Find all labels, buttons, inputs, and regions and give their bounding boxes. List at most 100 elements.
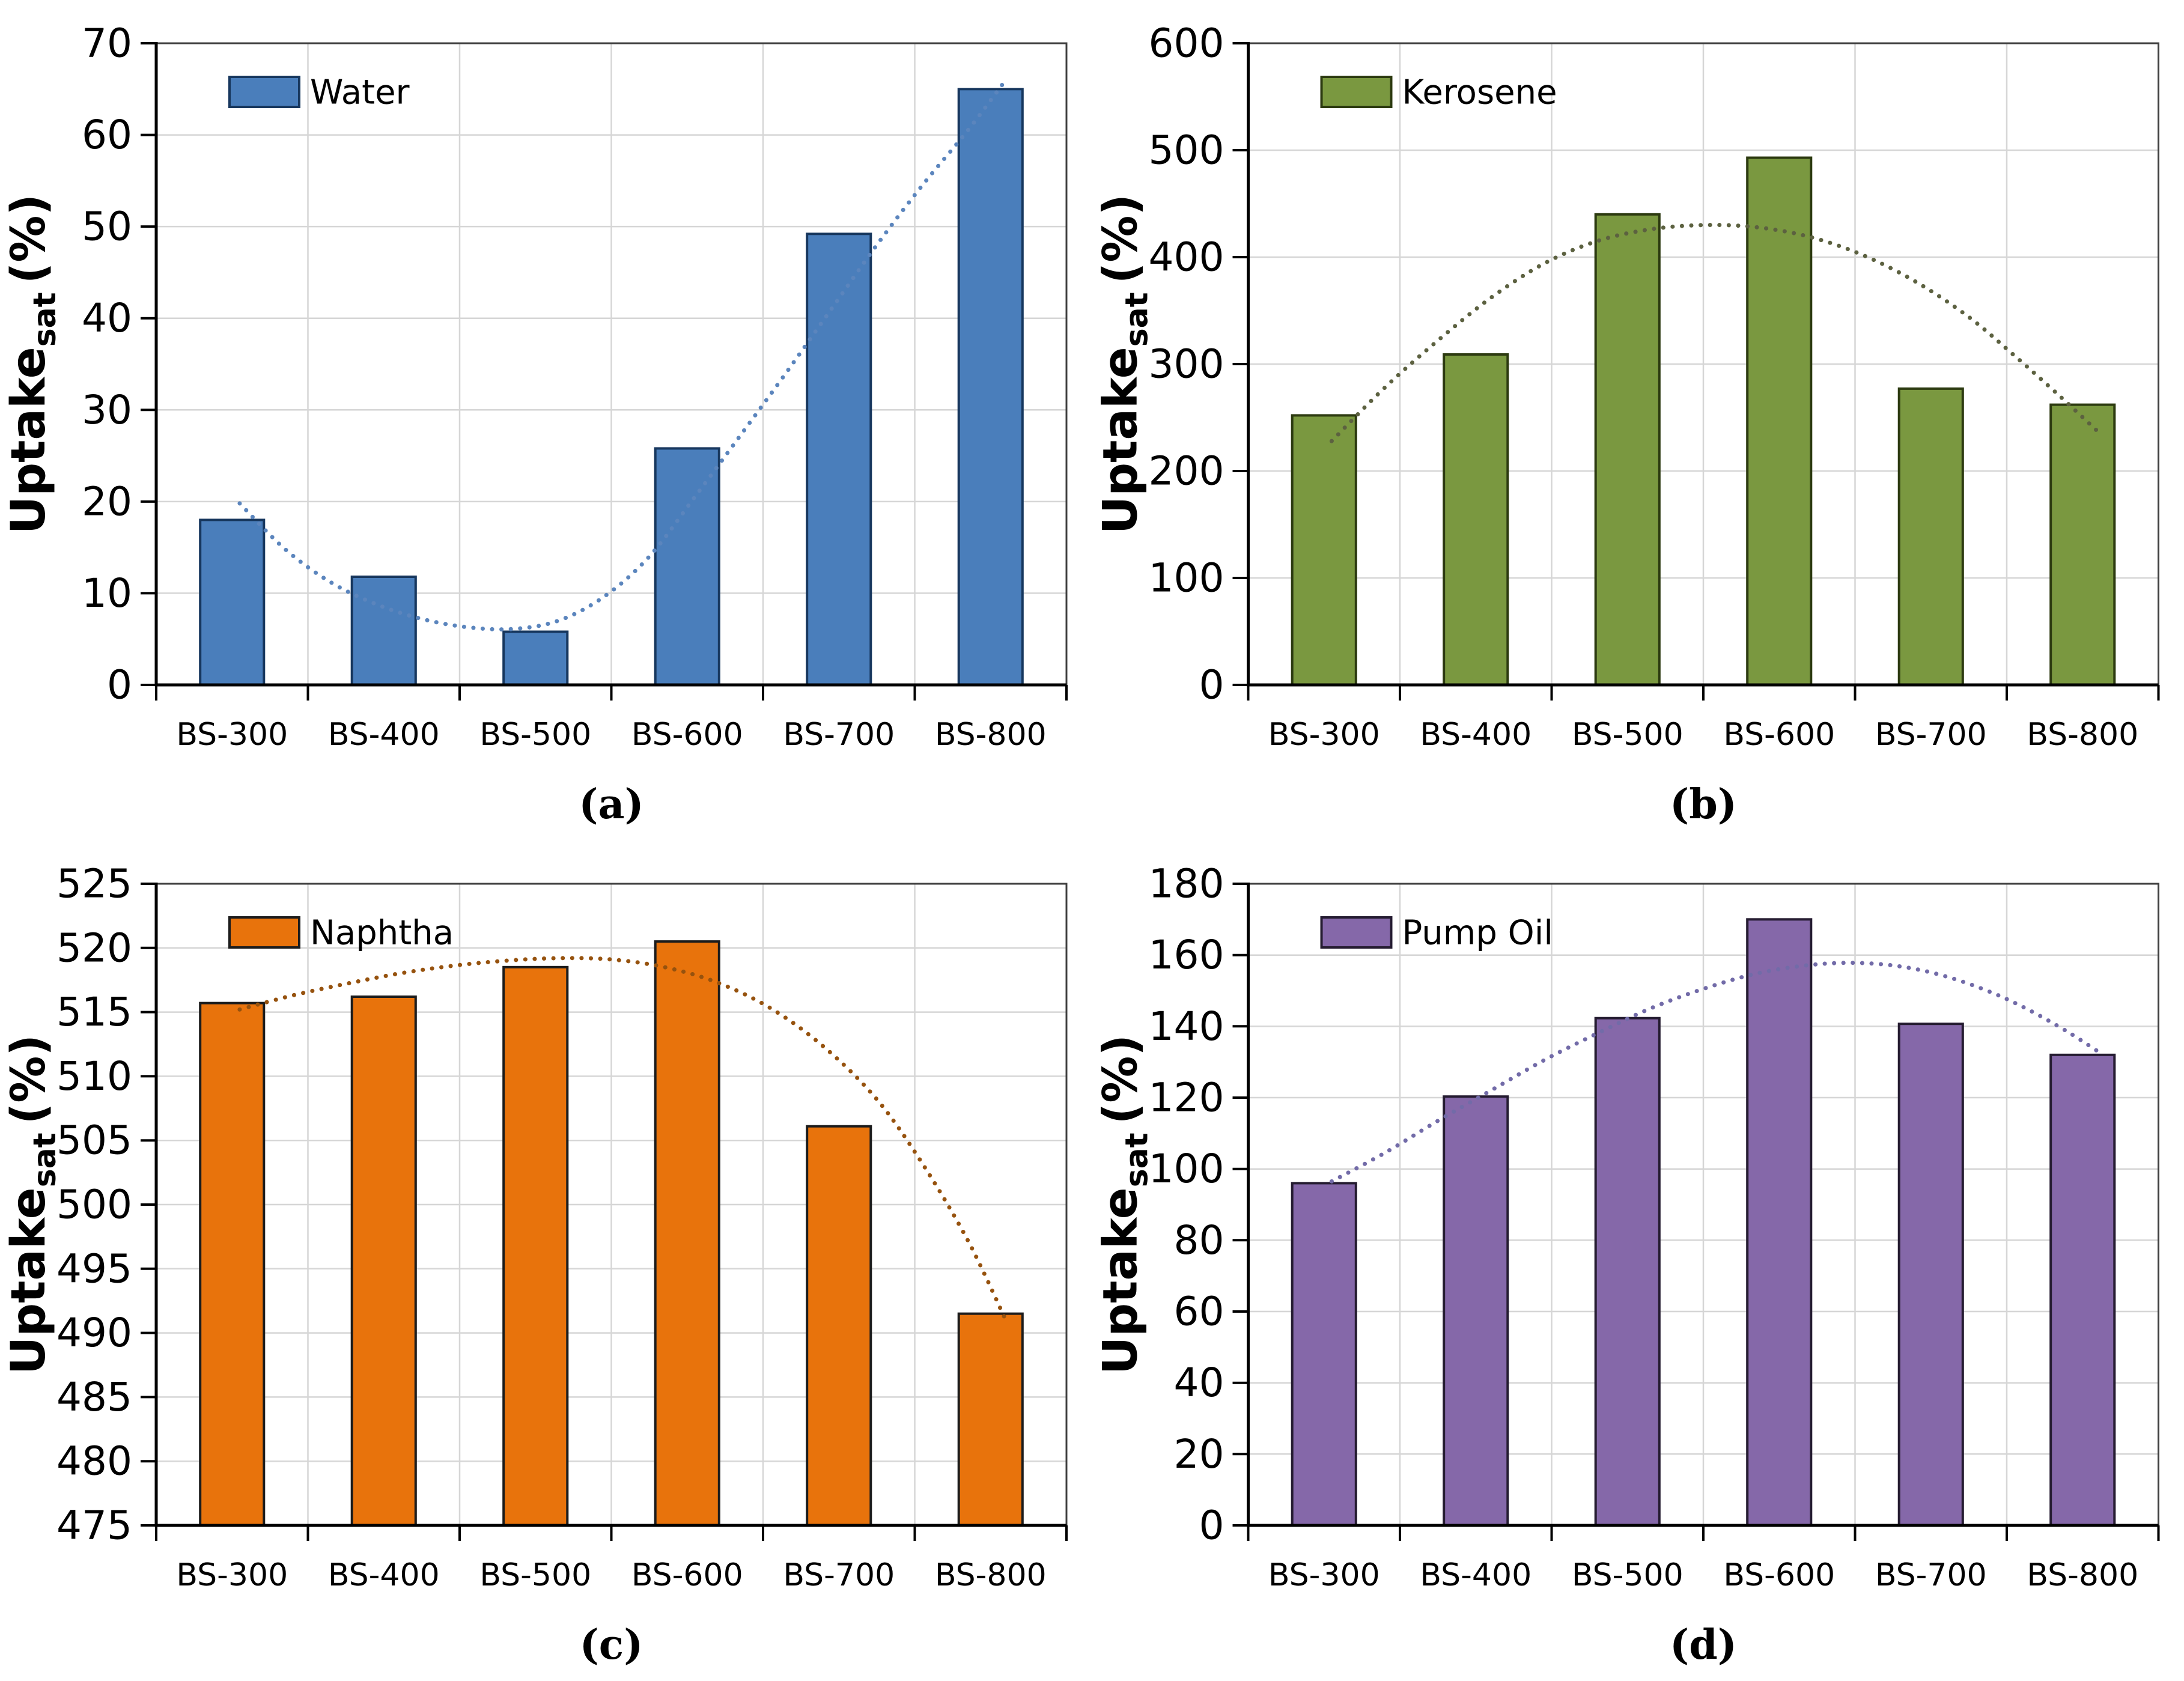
trend-line bbox=[1329, 222, 2100, 443]
x-category-label: BS-300 bbox=[176, 1557, 288, 1593]
trend-line bbox=[237, 956, 1008, 1322]
x-category-label: BS-600 bbox=[631, 1557, 743, 1593]
legend-label: Naphtha bbox=[310, 914, 454, 953]
y-axis-title-subscript: sat bbox=[1119, 292, 1155, 347]
trend-line bbox=[237, 78, 1008, 632]
y-axis-title-unit: (%) bbox=[1094, 194, 1148, 284]
legend-swatch bbox=[1320, 76, 1393, 108]
bar-BS-500 bbox=[1594, 213, 1661, 686]
x-category-label: BS-700 bbox=[783, 717, 895, 753]
legend-label: Water bbox=[310, 73, 410, 112]
bar-BS-800 bbox=[957, 88, 1024, 687]
legend-label: Kerosene bbox=[1402, 73, 1557, 112]
y-tick-label: 200 bbox=[1149, 448, 1224, 494]
x-category-label: BS-400 bbox=[328, 1557, 440, 1593]
x-category-label: BS-400 bbox=[328, 717, 440, 753]
y-tick-label: 600 bbox=[1149, 20, 1224, 67]
y-axis-title-unit: (%) bbox=[2, 1035, 56, 1124]
y-tick-label: 480 bbox=[56, 1438, 132, 1485]
legend-label: Pump Oil bbox=[1402, 914, 1553, 953]
bar-BS-600 bbox=[654, 940, 720, 1527]
y-tick-label: 40 bbox=[1174, 1360, 1224, 1406]
y-tick-label: 0 bbox=[107, 662, 132, 708]
x-category-label: BS-500 bbox=[1572, 717, 1684, 753]
bar-BS-800 bbox=[2049, 403, 2116, 686]
y-axis-title-word: Uptake bbox=[1094, 1187, 1148, 1375]
y-tick-label: 80 bbox=[1174, 1217, 1224, 1263]
y-tick-label: 20 bbox=[82, 478, 132, 524]
y-tick-label: 525 bbox=[56, 861, 132, 907]
panel-label-b: (b) bbox=[1670, 780, 1737, 828]
bar-BS-400 bbox=[1443, 353, 1509, 686]
y-tick-label: 60 bbox=[1174, 1289, 1224, 1335]
x-category-label: BS-600 bbox=[1723, 717, 1835, 753]
x-category-label: BS-600 bbox=[1723, 1557, 1835, 1593]
x-category-label: BS-800 bbox=[935, 717, 1047, 753]
bar-BS-300 bbox=[1291, 1182, 1357, 1527]
y-axis-title: Uptakesat (%) bbox=[1094, 194, 1155, 534]
y-tick-label: 70 bbox=[82, 20, 132, 67]
y-tick-label: 485 bbox=[56, 1374, 132, 1420]
y-axis-title-word: Uptake bbox=[2, 347, 56, 534]
x-category-label: BS-700 bbox=[1875, 1557, 1987, 1593]
y-tick-label: 520 bbox=[56, 925, 132, 971]
y-tick-label: 60 bbox=[82, 112, 132, 158]
bar-BS-500 bbox=[1594, 1017, 1661, 1527]
chart-d: 0 20 40 60 80 100 120 140 160 180 BS-300 BS-400 BS-5… bbox=[1094, 861, 2160, 1669]
x-category-label: BS-400 bbox=[1420, 717, 1532, 753]
panel-d: 0 20 40 60 80 100 120 140 160 180 BS-300 BS-400 BS-5… bbox=[1092, 840, 2184, 1681]
y-tick-label: 490 bbox=[56, 1310, 132, 1356]
panel-label-c: (c) bbox=[580, 1621, 643, 1669]
y-tick-label: 10 bbox=[82, 570, 132, 616]
bar-BS-400 bbox=[350, 996, 417, 1527]
y-tick-label: 475 bbox=[56, 1503, 132, 1549]
y-tick-label: 500 bbox=[1149, 127, 1224, 174]
y-tick-label: 0 bbox=[1199, 1503, 1224, 1549]
y-axis-title: Uptakesat (%) bbox=[2, 194, 63, 534]
x-category-label: BS-300 bbox=[1268, 1557, 1380, 1593]
y-tick-label: 180 bbox=[1149, 861, 1224, 907]
bar-BS-500 bbox=[502, 630, 569, 686]
bar-BS-300 bbox=[199, 518, 266, 687]
x-category-label: BS-700 bbox=[1875, 717, 1987, 753]
bar-BS-600 bbox=[1746, 156, 1813, 686]
y-axis-title-unit: (%) bbox=[1094, 1035, 1148, 1124]
y-tick-label: 20 bbox=[1174, 1431, 1224, 1477]
y-axis-title-word: Uptake bbox=[1094, 347, 1148, 534]
y-tick-label: 500 bbox=[56, 1182, 132, 1228]
panel-b: 0 100 200 300 400 500 600 BS-300 BS-400 BS-500 BS-… bbox=[1092, 0, 2184, 840]
bar-BS-700 bbox=[1897, 1023, 1964, 1527]
legend-swatch bbox=[1320, 916, 1393, 949]
panel-label-d: (d) bbox=[1670, 1621, 1737, 1669]
y-tick-label: 510 bbox=[56, 1053, 132, 1099]
x-category-label: BS-300 bbox=[176, 717, 288, 753]
y-tick-label: 30 bbox=[82, 387, 132, 433]
bar-BS-300 bbox=[1291, 414, 1357, 687]
y-tick-label: 120 bbox=[1149, 1075, 1224, 1121]
y-axis-title: Uptakesat (%) bbox=[1094, 1035, 1155, 1375]
y-tick-label: 505 bbox=[56, 1117, 132, 1164]
chart-a: 0 10 20 30 40 50 60 70 BS-300 BS-400 BS-500 BS-600 B… bbox=[2, 20, 1068, 828]
y-axis-title-subscript: sat bbox=[27, 1132, 63, 1187]
x-category-label: BS-800 bbox=[935, 1557, 1047, 1593]
bar-BS-700 bbox=[806, 1125, 872, 1527]
y-tick-label: 300 bbox=[1149, 341, 1224, 388]
y-tick-label: 495 bbox=[56, 1245, 132, 1292]
x-category-label: BS-500 bbox=[1572, 1557, 1684, 1593]
panel-c: 475 480 485 490 495 500 505 510 515 520 525 BS-300 B… bbox=[0, 840, 1092, 1681]
x-category-label: BS-400 bbox=[1420, 1557, 1532, 1593]
y-axis-title: Uptakesat (%) bbox=[2, 1035, 63, 1375]
x-category-label: BS-600 bbox=[631, 717, 743, 753]
chart-b: 0 100 200 300 400 500 600 BS-300 BS-400 BS-500 BS-… bbox=[1094, 20, 2160, 828]
x-category-label: BS-500 bbox=[479, 717, 591, 753]
y-axis-title-unit: (%) bbox=[2, 194, 56, 284]
bar-BS-300 bbox=[199, 1002, 266, 1527]
bar-BS-600 bbox=[654, 447, 720, 687]
chart-c: 475 480 485 490 495 500 505 510 515 520 525 BS-300 B… bbox=[2, 861, 1068, 1669]
y-tick-label: 40 bbox=[82, 295, 132, 341]
y-axis-title-word: Uptake bbox=[2, 1187, 56, 1375]
bar-BS-800 bbox=[2049, 1053, 2116, 1527]
y-tick-label: 140 bbox=[1149, 1003, 1224, 1050]
x-category-label: BS-500 bbox=[479, 1557, 591, 1593]
